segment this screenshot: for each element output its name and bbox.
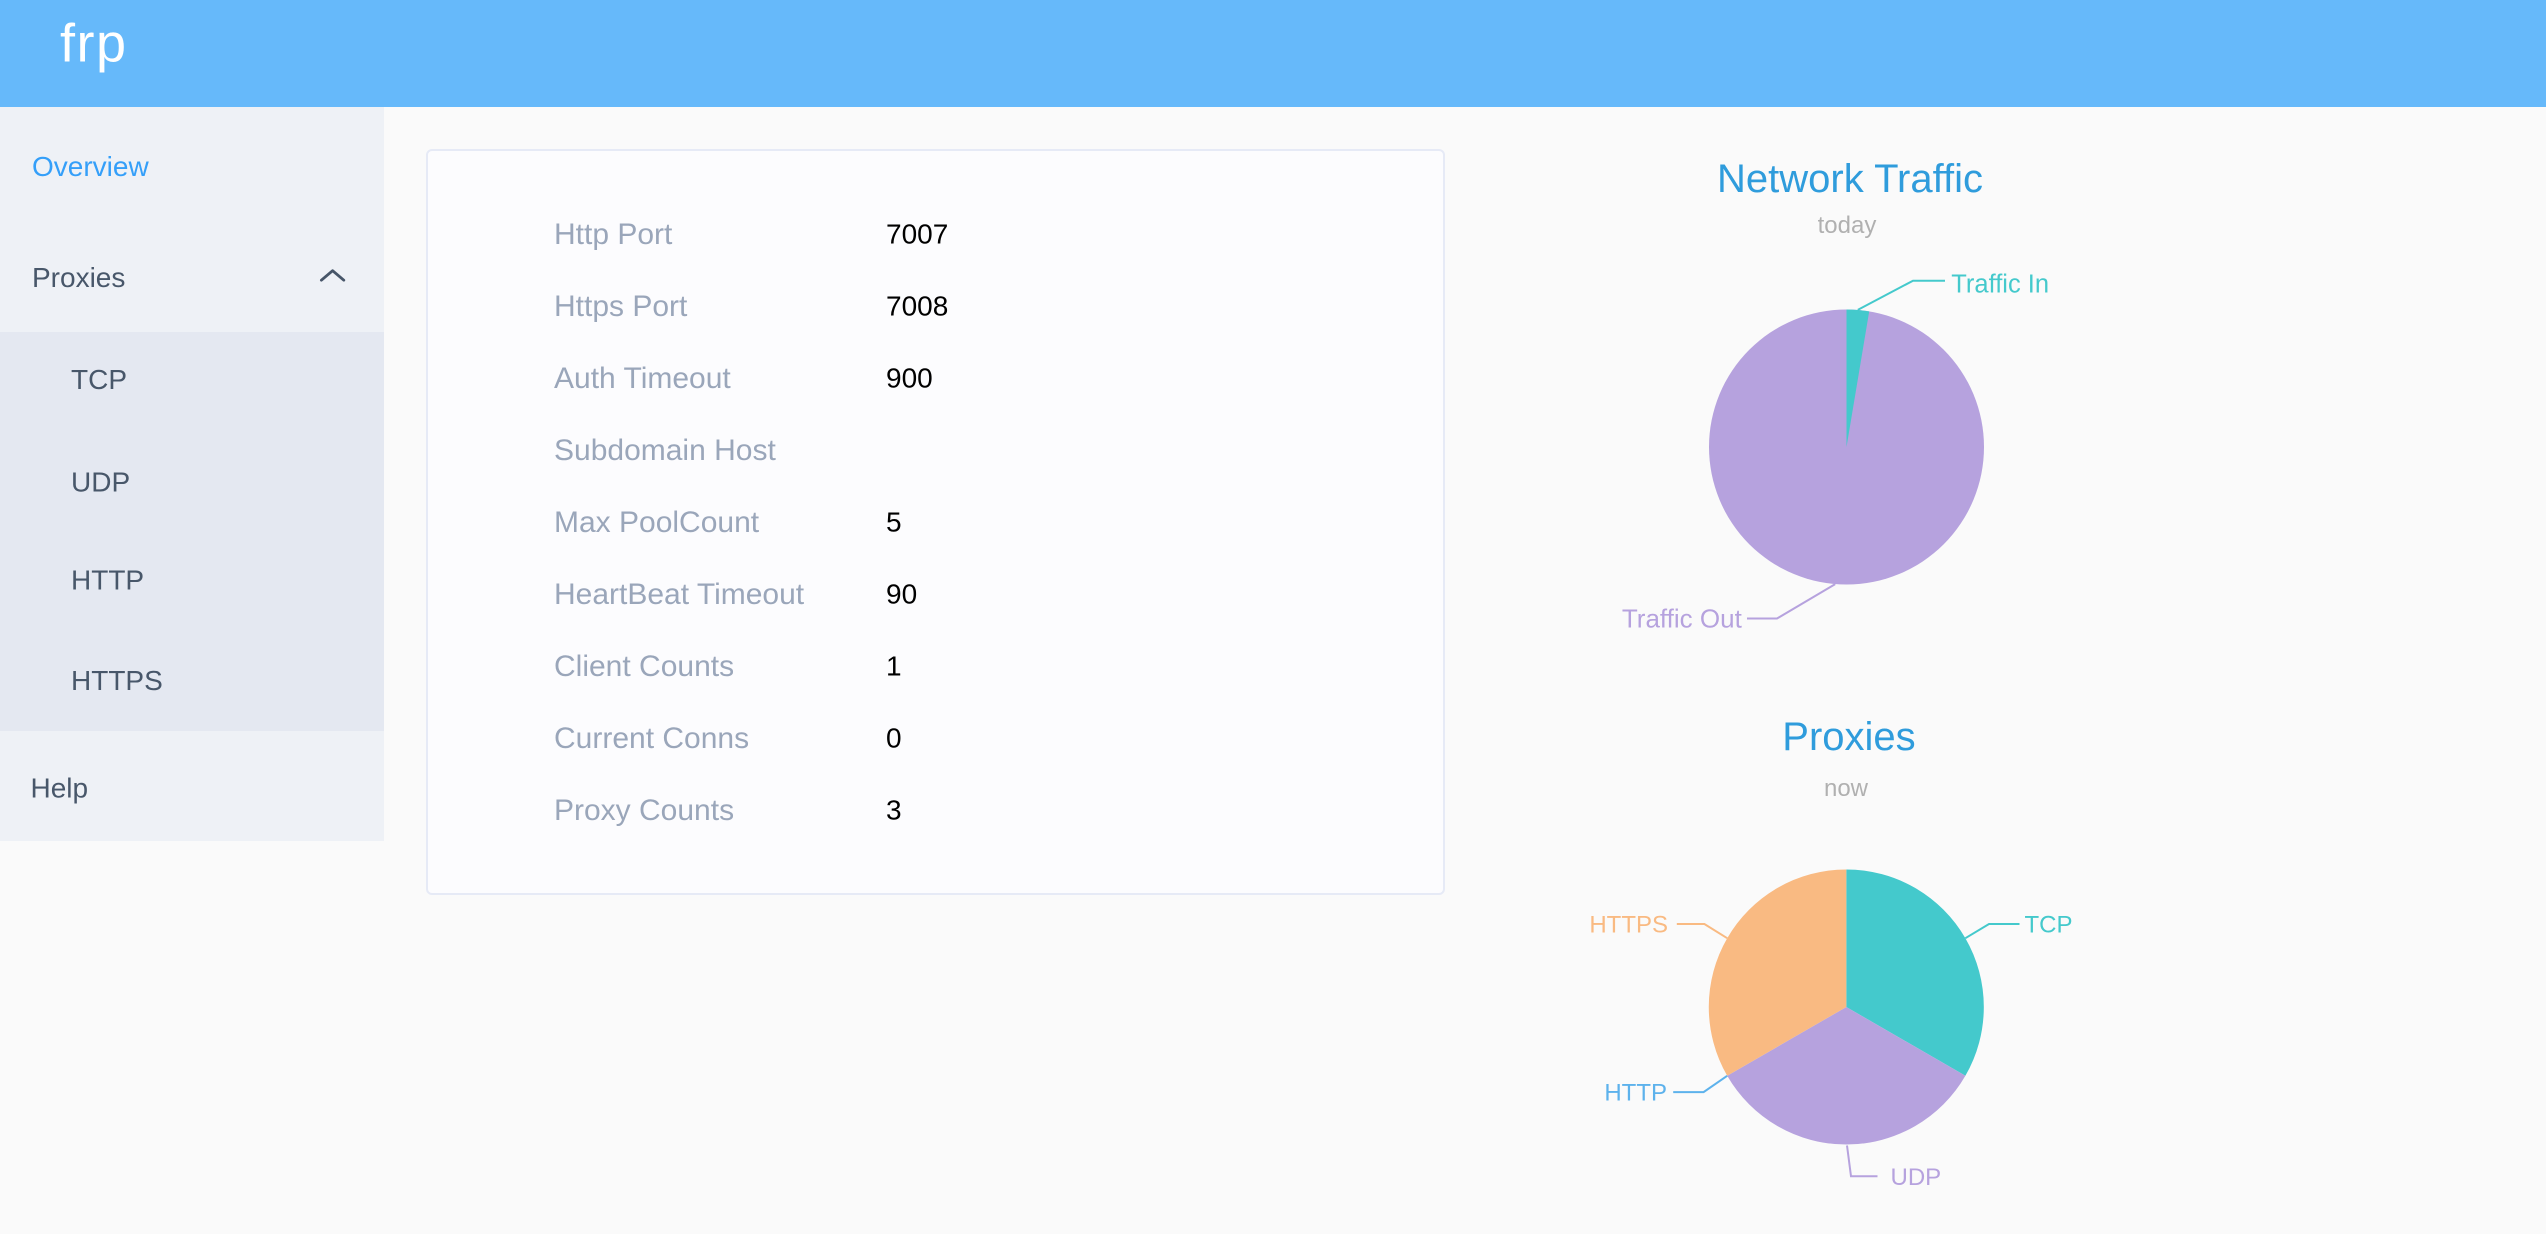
svg-text:7007: 7007 [886, 219, 948, 250]
svg-text:HeartBeat Timeout: HeartBeat Timeout [554, 578, 805, 611]
svg-text:TCP: TCP [2025, 912, 2073, 939]
svg-text:TCP: TCP [71, 364, 127, 395]
svg-text:Proxy Counts: Proxy Counts [554, 794, 734, 827]
svg-text:5: 5 [886, 507, 902, 538]
svg-text:Traffic In: Traffic In [1951, 271, 2049, 299]
svg-text:Overview: Overview [32, 151, 149, 182]
svg-text:frp: frp [60, 14, 128, 74]
svg-text:Auth Timeout: Auth Timeout [554, 362, 731, 395]
svg-text:today: today [1818, 212, 1877, 239]
svg-text:Current Conns: Current Conns [554, 722, 749, 755]
svg-text:90: 90 [886, 579, 917, 610]
svg-text:Https Port: Https Port [554, 290, 688, 323]
svg-text:Http Port: Http Port [554, 218, 673, 251]
svg-text:Subdomain Host: Subdomain Host [554, 434, 776, 467]
svg-text:Client Counts: Client Counts [554, 650, 734, 683]
svg-text:3: 3 [886, 795, 902, 826]
svg-text:UDP: UDP [1891, 1164, 1942, 1191]
svg-text:Proxies: Proxies [32, 262, 125, 293]
svg-text:1: 1 [886, 651, 902, 682]
svg-text:UDP: UDP [71, 467, 130, 498]
svg-text:Network Traffic: Network Traffic [1717, 157, 1983, 201]
svg-text:900: 900 [886, 363, 933, 394]
svg-text:HTTPS: HTTPS [1589, 912, 1668, 939]
svg-text:Max PoolCount: Max PoolCount [554, 506, 760, 539]
svg-text:7008: 7008 [886, 291, 948, 322]
svg-text:HTTP: HTTP [1604, 1080, 1667, 1107]
svg-text:HTTPS: HTTPS [71, 665, 163, 696]
svg-text:Traffic Out: Traffic Out [1622, 604, 1743, 634]
svg-text:HTTP: HTTP [71, 565, 144, 596]
svg-text:Proxies: Proxies [1782, 715, 1915, 759]
svg-text:now: now [1824, 775, 1869, 802]
svg-text:Help: Help [31, 773, 89, 804]
svg-text:0: 0 [886, 723, 902, 754]
